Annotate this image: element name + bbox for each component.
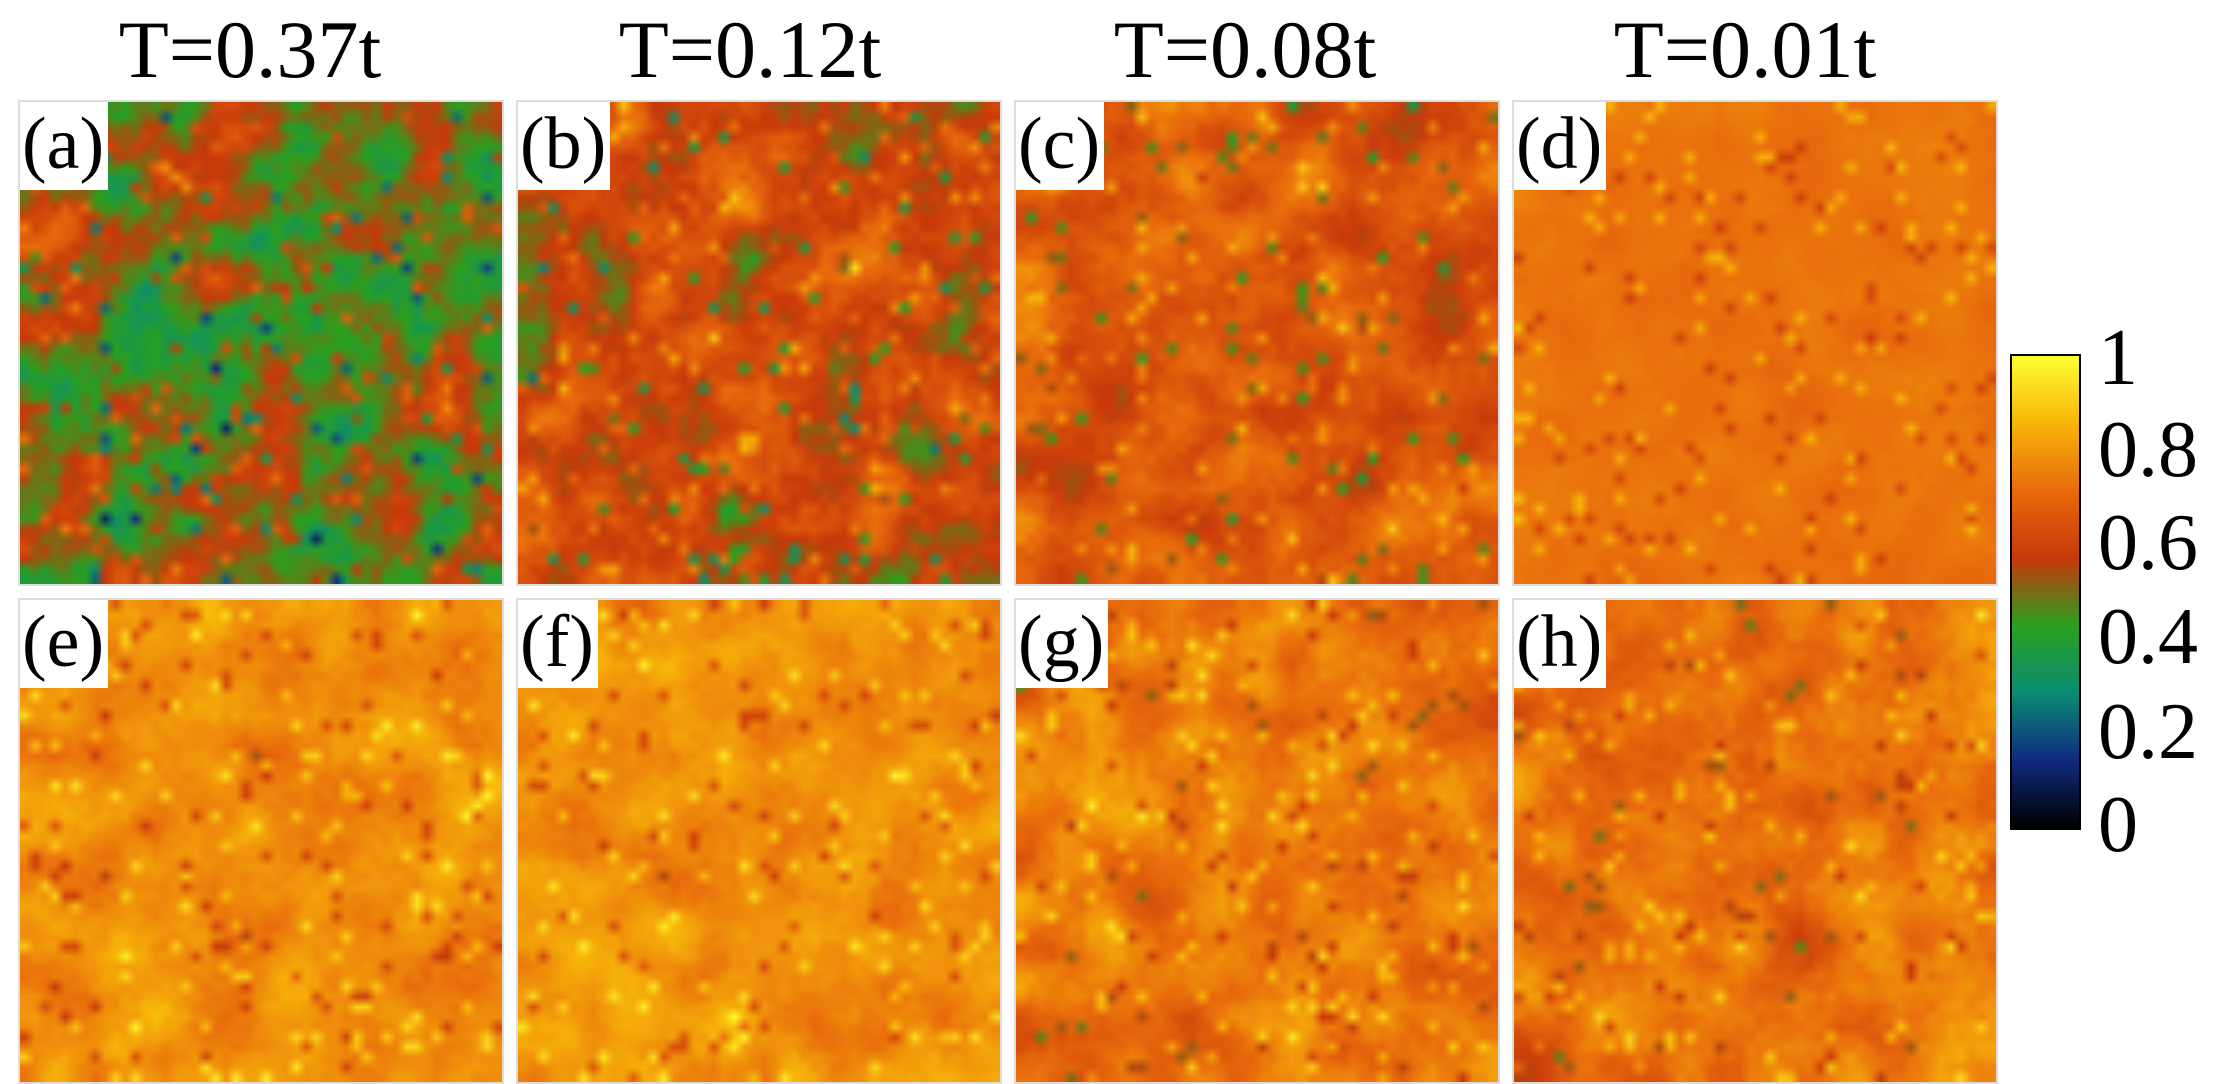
heatmap-panel-g: (g) xyxy=(1014,598,1500,1084)
colorbar-tick-0-8: 0.8 xyxy=(2098,406,2198,494)
column-title-2: T=0.12t xyxy=(618,4,882,95)
heatmap-panel-d: (d) xyxy=(1512,100,1998,586)
column-title-1: T=0.37t xyxy=(118,4,382,95)
colorbar-gradient xyxy=(2012,356,2079,828)
colorbar-tick-0-2: 0.2 xyxy=(2098,688,2198,776)
panel-label-h: (h) xyxy=(1514,600,1607,688)
panel-label-b: (b) xyxy=(518,102,611,190)
heatmap-panel-f: (f) xyxy=(516,598,1002,1084)
heatmap-f xyxy=(518,600,1000,1082)
colorbar-tick-1: 1 xyxy=(2098,314,2138,402)
heatmap-panel-e: (e) xyxy=(18,598,504,1084)
panel-label-e: (e) xyxy=(20,600,109,688)
panel-label-f: (f) xyxy=(518,600,598,688)
column-title-4: T=0.01t xyxy=(1613,4,1877,95)
column-title-3: T=0.08t xyxy=(1113,4,1377,95)
colorbar xyxy=(2010,354,2081,830)
heatmap-panel-b: (b) xyxy=(516,100,1002,586)
heatmap-panel-a: (a) xyxy=(18,100,504,586)
heatmap-panel-c: (c) xyxy=(1014,100,1500,586)
panel-label-c: (c) xyxy=(1016,102,1105,190)
colorbar-tick-0-6: 0.6 xyxy=(2098,499,2198,587)
colorbar-tick-0-4: 0.4 xyxy=(2098,593,2198,681)
panel-label-g: (g) xyxy=(1016,600,1109,688)
heatmap-panel-h: (h) xyxy=(1512,598,1998,1084)
panel-label-d: (d) xyxy=(1514,102,1607,190)
panel-label-a: (a) xyxy=(20,102,109,190)
colorbar-tick-0: 0 xyxy=(2098,781,2138,869)
